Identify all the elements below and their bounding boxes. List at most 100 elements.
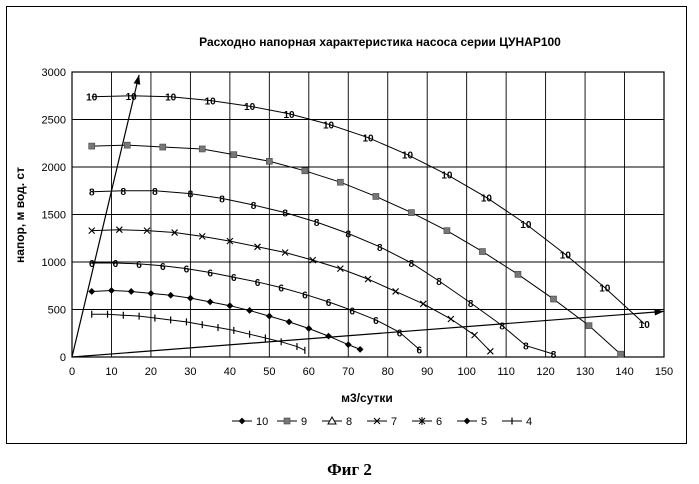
point-7 [486,347,494,355]
legend-marker [327,415,337,425]
series-9 [88,141,624,358]
point-5 [285,318,293,326]
legend-label: 6 [436,416,442,428]
legend-label: 9 [301,416,307,428]
point-label-10: 10 [481,193,493,204]
point-label-10: 10 [362,134,374,145]
series-line-7 [91,229,491,352]
pump-characteristic-chart: Расходно напорная характеристика насоса … [13,35,673,428]
point-5 [88,288,96,295]
point-label-6: 6 [326,298,332,309]
point-label-6: 6 [278,284,284,295]
legend-label: 10 [256,416,268,428]
x-tick-label: 30 [184,366,196,378]
series-line-8 [91,190,554,355]
legend-marker [283,417,291,425]
legend-marker [418,417,426,425]
arrow-head [133,74,141,85]
point-9 [159,143,167,151]
point-label-8: 8 [551,350,557,361]
point-label-8: 8 [377,243,383,254]
point-5 [344,341,352,349]
point-9 [514,271,522,278]
point-label-6: 6 [302,290,308,301]
point-label-10: 10 [441,171,453,182]
point-9 [443,227,451,234]
arrow-annotations [71,74,665,358]
point-5 [305,325,313,332]
grid [71,71,665,358]
series-6: 6 6 6 6 6 6 6 6 6 6 6 6 6 6 6 [89,259,423,356]
legend-marker [373,417,381,425]
point-label-10: 10 [402,151,414,162]
series-line-6 [91,262,420,350]
point-label-6: 6 [231,273,237,284]
x-tick-label: 80 [382,366,394,378]
point-label-6: 6 [255,278,261,289]
point-label-10: 10 [86,93,98,104]
point-7 [198,232,206,240]
point-7 [143,227,151,235]
series-4 [91,310,306,354]
y-tick-label: 3000 [42,67,66,79]
x-tick-label: 20 [145,366,157,378]
y-tick-label: 1500 [42,210,66,222]
point-5 [246,307,253,314]
x-tick-label: 140 [615,366,633,378]
x-tick-label: 110 [497,366,515,378]
point-9 [88,142,96,150]
point-7 [171,229,179,236]
arrow-head [654,308,664,316]
y-tick-label: 2500 [42,115,66,127]
legend-label: 7 [391,416,397,428]
point-label-8: 8 [251,201,257,212]
legend-item-10: 10 [232,416,268,428]
y-tick-label: 1000 [42,257,66,269]
point-7 [226,237,234,245]
point-5 [206,298,214,306]
x-tick-label: 120 [536,366,554,378]
series-5 [88,287,364,353]
point-label-8: 8 [219,194,225,205]
point-label-10: 10 [284,110,296,121]
point-7 [419,300,427,308]
point-label-10: 10 [126,92,138,103]
point-label-10: 10 [323,120,335,131]
point-7 [88,227,96,235]
point-9 [550,295,557,303]
x-tick-label: 10 [105,366,117,378]
point-9 [585,322,593,329]
y-tick-label: 500 [48,305,66,317]
point-9 [408,209,415,216]
point-label-6: 6 [373,316,379,327]
point-label-6: 6 [160,262,166,273]
point-label-8: 8 [152,187,158,198]
point-7 [309,256,317,264]
point-label-8: 8 [409,259,415,270]
legend-item-8: 8 [322,415,352,428]
point-7 [115,226,123,234]
point-label-10: 10 [599,284,611,295]
point-7 [281,249,289,256]
point-label-8: 8 [282,209,288,220]
point-7 [447,315,455,323]
legend-item-9: 9 [277,416,307,428]
legend-label: 5 [481,416,487,428]
x-axis-label: м3/сутки [341,391,393,405]
point-label-10: 10 [639,320,651,331]
point-5 [356,346,364,353]
arrow-line [71,310,665,358]
point-label-8: 8 [345,230,351,241]
legend-label: 8 [346,416,352,428]
legend: 10 9 8 7 6 5 4 [232,415,532,428]
point-label-8: 8 [468,299,474,310]
point-5 [127,288,135,295]
point-label-8: 8 [523,342,529,353]
legend-item-5: 5 [457,416,487,428]
series-line-9 [91,144,621,355]
point-7 [392,288,400,295]
point-5 [147,289,155,297]
point-label-6: 6 [417,345,423,356]
point-9 [337,178,344,186]
